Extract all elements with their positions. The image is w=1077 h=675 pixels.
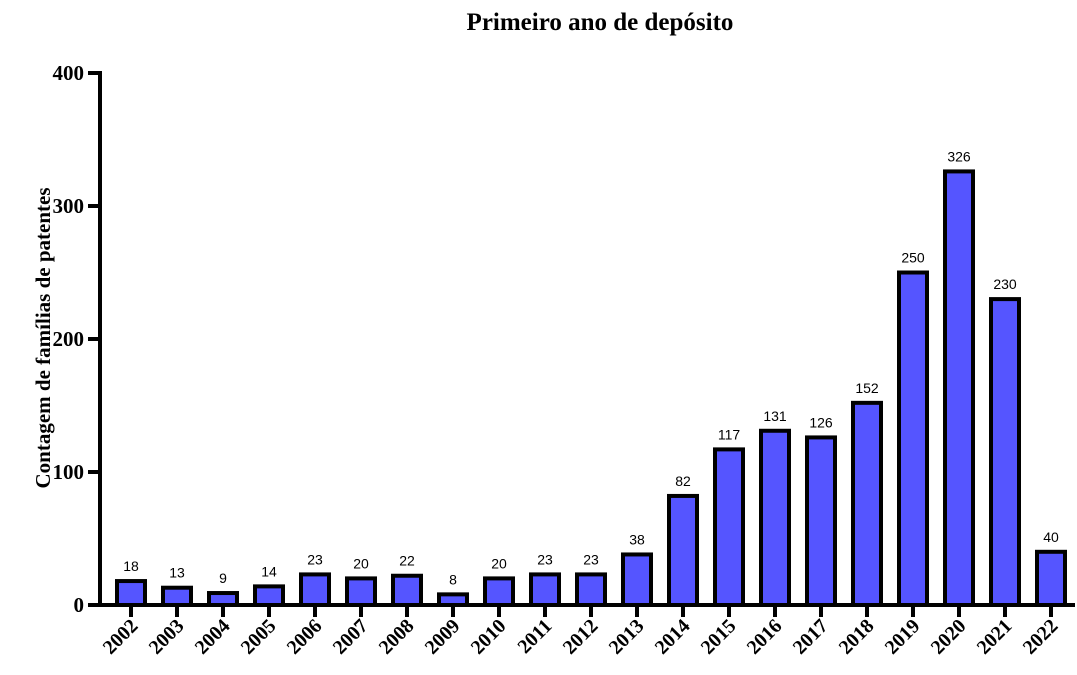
y-tick-label: 300 — [53, 194, 85, 218]
bar-2011 — [529, 572, 561, 607]
x-tick-label-2002: 2002 — [99, 615, 143, 659]
data-label-2019: 250 — [901, 250, 925, 266]
bar-2017 — [805, 435, 837, 608]
data-label-2016: 131 — [763, 408, 787, 424]
bar-2014 — [667, 493, 699, 607]
y-tick-label: 400 — [53, 61, 85, 85]
x-tick-label-2013: 2013 — [605, 615, 649, 659]
x-tick-label-2003: 2003 — [145, 615, 189, 659]
bar-2007 — [345, 576, 377, 608]
y-tick-label: 100 — [53, 460, 85, 484]
y-axis: 0 100 200 300 400 — [53, 61, 100, 617]
bar-2019 — [897, 270, 929, 607]
y-tick-label: 0 — [74, 593, 85, 617]
x-tick-label-2010: 2010 — [467, 615, 511, 659]
x-tick-label-2014: 2014 — [651, 615, 695, 659]
data-label-2007: 20 — [353, 555, 369, 571]
bar-2015 — [713, 447, 745, 608]
x-tick-label-2007: 2007 — [329, 615, 373, 659]
data-label-2011: 23 — [537, 551, 553, 567]
bar-2002 — [115, 579, 147, 607]
data-label-2013: 38 — [629, 531, 645, 547]
x-tick-label-2012: 2012 — [559, 615, 603, 659]
x-tick-label-2021: 2021 — [973, 615, 1017, 659]
x-tick-label-2011: 2011 — [513, 615, 556, 658]
data-label-2015: 117 — [718, 426, 741, 442]
bar-2016 — [759, 428, 791, 607]
data-label-2021: 230 — [993, 276, 1017, 292]
x-tick-label-2009: 2009 — [421, 615, 465, 659]
x-axis: 2002 2003 2004 2005 2006 2007 2008 2009 2010 2011… — [99, 605, 1063, 659]
x-tick-label-2020: 2020 — [927, 615, 971, 659]
x-tick-label-2006: 2006 — [283, 615, 327, 659]
bar-2003 — [161, 585, 193, 608]
data-label-2002: 18 — [123, 558, 139, 574]
chart-title: Primeiro ano de depósito — [467, 9, 734, 36]
bar-2006 — [299, 572, 331, 607]
data-label-2004: 9 — [219, 570, 227, 586]
bar-2010 — [483, 576, 515, 608]
data-label-2020: 326 — [947, 148, 971, 164]
data-label-2017: 126 — [809, 414, 833, 430]
x-tick-label-2004: 2004 — [191, 615, 235, 659]
data-label-2009: 8 — [449, 571, 457, 587]
x-tick-label-2019: 2019 — [881, 615, 925, 659]
data-label-2018: 152 — [855, 380, 879, 396]
data-label-2010: 20 — [491, 555, 507, 571]
bar-2008 — [391, 573, 423, 607]
bars-group: 18 13 9 14 23 20 22 8 20 23 23 38 82 117 131 126 152 250 3… — [115, 148, 1067, 608]
data-label-2012: 23 — [583, 551, 599, 567]
x-tick-label-2022: 2022 — [1019, 615, 1063, 659]
y-axis-label: Contagem de famílias de patentes — [31, 188, 55, 489]
data-label-2022: 40 — [1043, 529, 1059, 545]
bar-2022 — [1035, 549, 1067, 607]
data-label-2014: 82 — [675, 473, 691, 489]
x-tick-label-2018: 2018 — [835, 615, 879, 659]
x-tick-label-2008: 2008 — [375, 615, 419, 659]
x-tick-label-2017: 2017 — [789, 615, 833, 659]
bar-2005 — [253, 584, 285, 608]
x-tick-label-2005: 2005 — [237, 615, 281, 659]
data-label-2003: 13 — [169, 565, 185, 581]
bar-2020 — [943, 169, 975, 607]
bar-2021 — [989, 297, 1021, 607]
x-tick-label-2016: 2016 — [743, 615, 787, 659]
bar-2013 — [621, 552, 653, 608]
y-tick-label: 200 — [53, 327, 85, 351]
x-tick-label-2015: 2015 — [697, 615, 741, 659]
data-label-2005: 14 — [261, 563, 277, 579]
bar-2012 — [575, 572, 607, 607]
data-label-2008: 22 — [399, 553, 415, 569]
data-label-2006: 23 — [307, 551, 323, 567]
bar-2018 — [851, 400, 883, 607]
